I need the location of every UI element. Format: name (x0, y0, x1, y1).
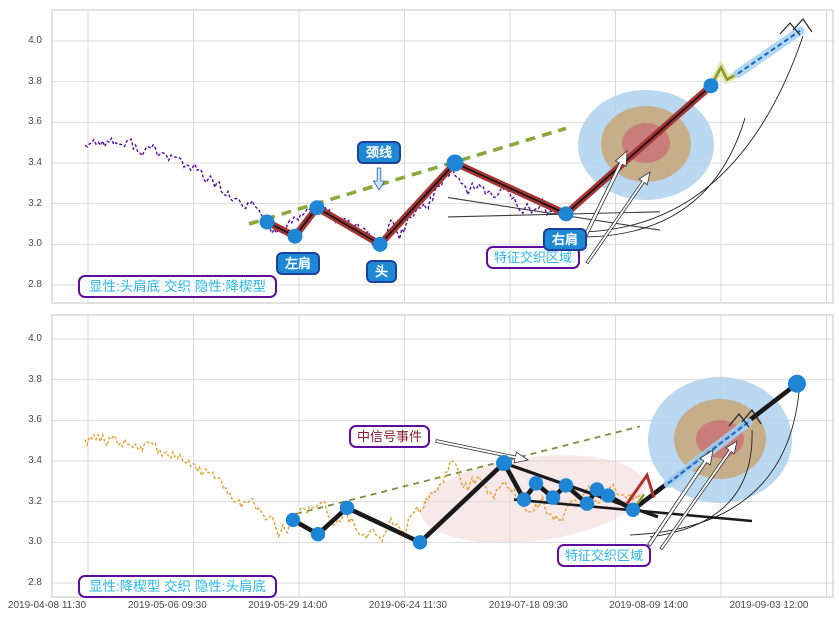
label-signal-event[interactable]: 中信号事件 (349, 425, 431, 448)
pattern-point-bottom (579, 496, 595, 511)
pattern-point-top (372, 236, 388, 252)
pattern-point-top (309, 200, 325, 216)
label-left-shoulder[interactable]: 左肩 (276, 252, 321, 275)
pattern-point-bottom (310, 526, 326, 542)
pattern-point-bottom (589, 482, 605, 497)
pattern-point-bottom (412, 535, 428, 550)
pattern-point-bottom (545, 490, 561, 505)
pattern-point-bottom (339, 500, 355, 515)
pattern-point-bottom (788, 374, 806, 393)
pattern-point-bottom (496, 455, 512, 472)
pattern-point-top (558, 206, 574, 222)
label-feature-zone-bottom[interactable]: 特征交织区域 (557, 544, 652, 567)
pattern-point-bottom (600, 488, 616, 503)
label-head[interactable]: 头 (366, 260, 398, 283)
pattern-point-bottom (516, 492, 532, 507)
pattern-point-top (287, 228, 303, 244)
label-feature-zone-top[interactable]: 特征交织区域 (486, 246, 581, 269)
pattern-point-top (703, 78, 719, 94)
pattern-point-top (446, 154, 464, 172)
label-right-shoulder[interactable]: 右肩 (543, 228, 588, 251)
pattern-point-top (259, 214, 275, 230)
pattern-point-bottom (528, 476, 544, 491)
label-neckline[interactable]: 颈线 (357, 141, 402, 164)
caption-bottom-chart: 显性:降楔型 交织 隐性:头肩底 (78, 575, 278, 598)
pattern-point-bottom (558, 478, 574, 493)
pattern-point-bottom (625, 502, 641, 517)
pattern-point-bottom (285, 512, 301, 528)
caption-top-chart: 显性:头肩底 交织 隐性:降楔型 (78, 275, 278, 298)
